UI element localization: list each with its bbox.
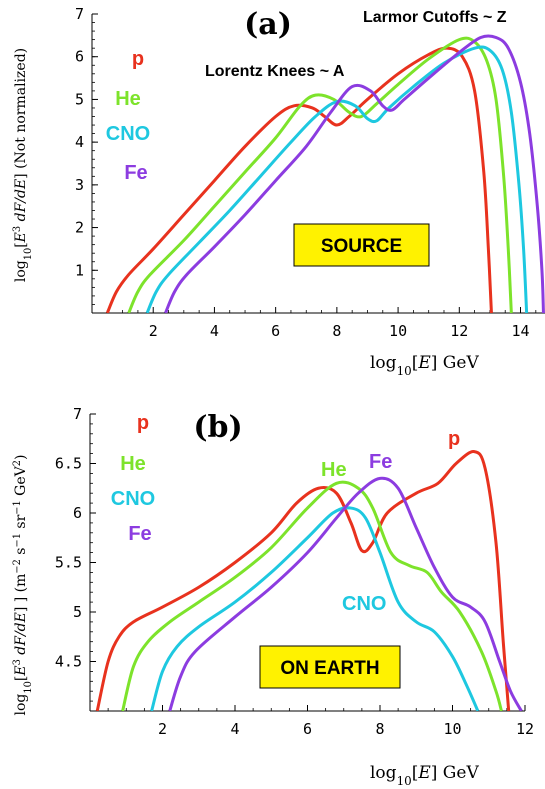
- series-line-fe: [168, 476, 523, 711]
- inline-label-cno: CNO: [342, 593, 386, 615]
- x-tick-label: 2: [158, 720, 167, 738]
- series-line-cno: [145, 45, 529, 313]
- y-tick-label: 4.5: [55, 653, 82, 671]
- inline-label-p: p: [448, 428, 460, 450]
- y-axis-label: log10[E3 dF/dE] (Not normalized): [12, 48, 34, 282]
- legend-label-he: He: [115, 88, 141, 110]
- legend-label-fe: Fe: [124, 162, 147, 184]
- legend-label-cno: CNO: [111, 488, 155, 510]
- x-tick-label: 4: [230, 720, 239, 738]
- inline-label-fe: Fe: [369, 451, 392, 473]
- y-tick-label: 3: [75, 176, 84, 194]
- x-tick-label: 2: [149, 322, 158, 340]
- x-tick-label: 8: [375, 720, 384, 738]
- panel-label: (a): [244, 7, 292, 42]
- y-tick-label: 5: [73, 603, 82, 621]
- box-on-earth: [259, 645, 401, 689]
- x-tick-label: 8: [332, 322, 341, 340]
- legend-label-p: p: [137, 412, 149, 434]
- y-tick-label: 6.5: [55, 455, 82, 473]
- x-tick-label: 6: [303, 720, 312, 738]
- x-tick-label: 10: [389, 322, 407, 340]
- legend-label-he: He: [120, 453, 146, 475]
- x-tick-label: 10: [443, 720, 461, 738]
- series-line-he: [127, 36, 513, 313]
- inline-label-he: He: [321, 459, 347, 481]
- y-tick-label: 4: [75, 133, 84, 151]
- series-line-p: [105, 46, 493, 313]
- annotation-larmor: Larmor Cutoffs ~ Z: [363, 9, 507, 26]
- legend-label-fe: Fe: [128, 523, 151, 545]
- x-axis-label: log10[E] GeV: [370, 763, 479, 788]
- x-tick-label: 6: [271, 322, 280, 340]
- panel-label: (b): [193, 410, 242, 445]
- annotation-lorentz: Lorentz Knees ~ A: [205, 63, 345, 80]
- legend-label-cno: CNO: [106, 123, 150, 145]
- y-axis-label: log10[E3 dF/dE] ] (m−2 s−1 sr−1 GeV2): [12, 455, 34, 716]
- box-label: ON EARTH: [280, 658, 379, 679]
- y-tick-label: 1: [75, 261, 84, 279]
- x-tick-label: 14: [511, 322, 529, 340]
- x-axis-label: log10[E] GeV: [370, 353, 479, 378]
- x-tick-label: 12: [450, 322, 468, 340]
- y-tick-label: 7: [75, 5, 84, 23]
- series-line-cno: [150, 506, 480, 711]
- series-line-fe: [164, 34, 545, 313]
- x-tick-label: 4: [210, 322, 219, 340]
- y-tick-label: 7: [73, 405, 82, 423]
- box-source: [293, 223, 430, 267]
- x-tick-label: 12: [516, 720, 534, 738]
- y-tick-label: 5.5: [55, 554, 82, 572]
- y-tick-label: 6: [73, 504, 82, 522]
- panel-b: 2 4 6 8 10 12 4.5 5 5.5 6 6.5 7 p He CNO Fe He Fe p CNO (b) O…: [55, 405, 534, 738]
- box-label: SOURCE: [321, 236, 402, 257]
- y-tick-label: 6: [75, 48, 84, 66]
- legend-label-p: p: [132, 48, 144, 70]
- series-line-p: [95, 450, 511, 711]
- series-line-he: [121, 480, 503, 711]
- y-tick-label: 2: [75, 219, 84, 237]
- y-tick-label: 5: [75, 90, 84, 108]
